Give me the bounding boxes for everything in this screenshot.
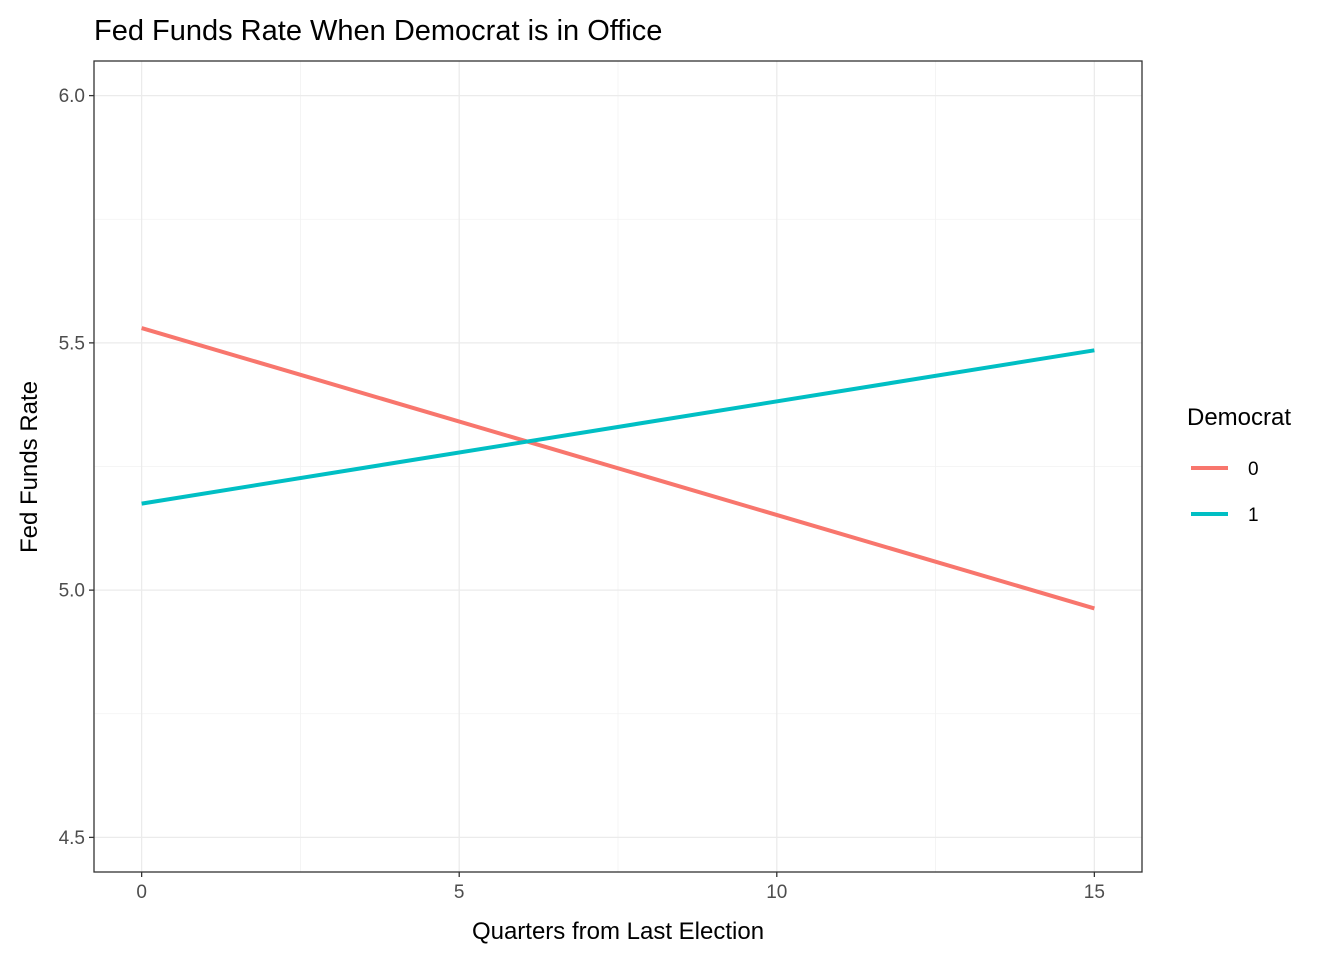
series-lines	[141, 326, 1095, 611]
series-line-0	[141, 326, 1095, 611]
x-tick-label: 15	[1084, 882, 1105, 903]
x-tick-label: 10	[766, 882, 787, 903]
x-tick-label: 0	[136, 882, 147, 903]
legend-items: 01	[1191, 459, 1259, 526]
legend-label-1: 1	[1248, 505, 1259, 526]
x-axis-title: Quarters from Last Election	[472, 918, 764, 945]
chart-title: Fed Funds Rate When Democrat is in Offic…	[94, 15, 662, 47]
y-tick-label: 5.0	[59, 581, 85, 602]
panel-border	[93, 60, 1143, 873]
legend-label-0: 0	[1248, 459, 1259, 480]
y-axis-title: Fed Funds Rate	[16, 381, 43, 553]
y-tick-label: 4.5	[59, 828, 85, 849]
y-tick-label: 5.5	[59, 333, 85, 354]
grid-lines	[94, 61, 1142, 872]
y-tick-label: 6.0	[59, 86, 85, 107]
legend-title: Democrat	[1187, 404, 1291, 431]
plot-panel	[93, 60, 1143, 873]
series-line-1	[141, 348, 1095, 506]
x-axis: 0 5 10 15	[136, 872, 1105, 903]
legend: Democrat 01	[1187, 404, 1291, 526]
y-axis: 4.5 5.0 5.5 6.0	[59, 86, 94, 849]
x-tick-label: 5	[454, 882, 465, 903]
